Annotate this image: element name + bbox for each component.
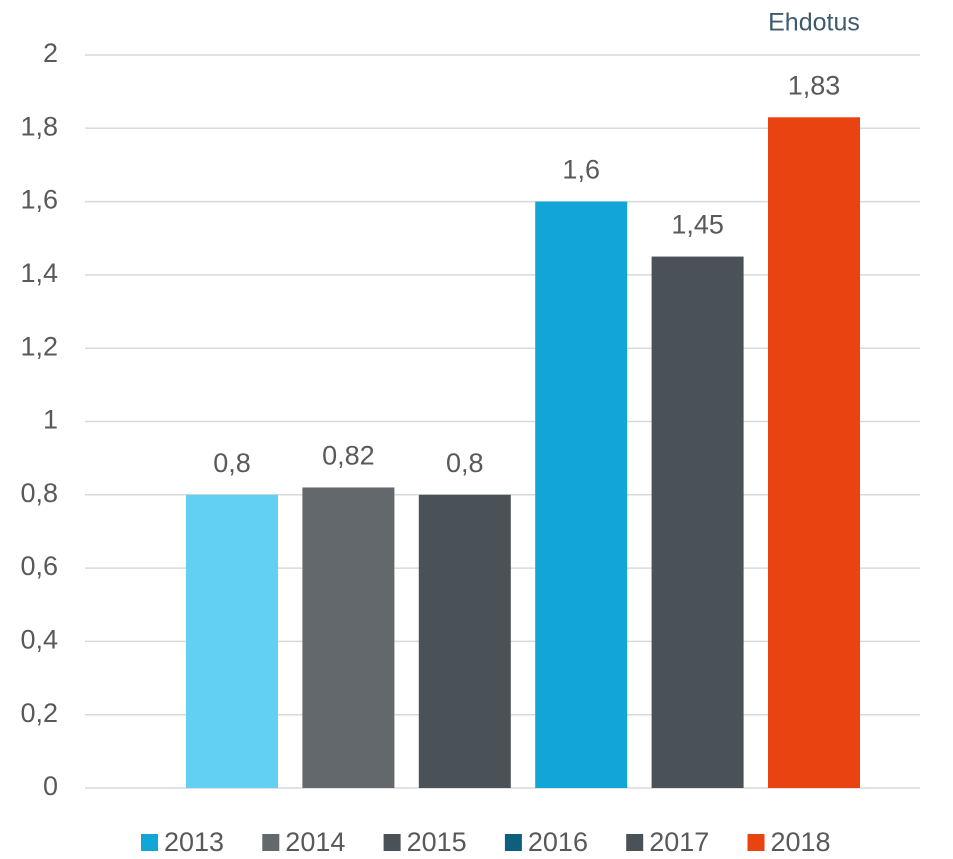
legend-swatch bbox=[141, 834, 158, 851]
bar bbox=[418, 494, 511, 788]
y-tick-label: 0,2 bbox=[20, 698, 58, 728]
bar bbox=[768, 117, 860, 789]
legend-swatch bbox=[262, 834, 280, 851]
value-label: 1,83 bbox=[788, 70, 841, 100]
bar bbox=[535, 201, 628, 789]
y-tick-label: 2 bbox=[43, 38, 58, 68]
value-label: 1,6 bbox=[562, 155, 600, 185]
legend-label: 2014 bbox=[285, 827, 345, 857]
legend-swatch bbox=[747, 834, 765, 851]
y-tick-label: 0 bbox=[43, 771, 58, 801]
legend-label: 2016 bbox=[528, 827, 588, 857]
bar bbox=[651, 256, 744, 788]
value-label: 0,8 bbox=[446, 448, 484, 478]
value-label: 0,82 bbox=[322, 441, 375, 471]
value-label: 1,45 bbox=[671, 210, 724, 240]
value-label: 0,8 bbox=[213, 448, 251, 478]
legend-swatch bbox=[383, 834, 401, 851]
y-tick-label: 0,8 bbox=[20, 478, 58, 508]
bar bbox=[186, 494, 278, 788]
legend-swatch bbox=[504, 834, 522, 851]
y-tick-label: 0,6 bbox=[20, 551, 58, 581]
y-tick-label: 0,4 bbox=[20, 625, 58, 655]
legend-label: 2017 bbox=[649, 827, 709, 857]
y-tick-label: 1,2 bbox=[20, 331, 58, 361]
y-tick-label: 1 bbox=[43, 405, 58, 435]
y-tick-label: 1,8 bbox=[20, 111, 58, 141]
legend-label: 2015 bbox=[407, 827, 467, 857]
y-tick-label: 1,4 bbox=[20, 258, 58, 288]
legend-label: 2013 bbox=[164, 827, 224, 857]
bar bbox=[302, 487, 395, 788]
legend-label: 2018 bbox=[771, 827, 831, 857]
y-tick-label: 1,6 bbox=[20, 185, 58, 215]
annotation: Ehdotus bbox=[768, 9, 860, 37]
legend-swatch bbox=[626, 834, 644, 851]
